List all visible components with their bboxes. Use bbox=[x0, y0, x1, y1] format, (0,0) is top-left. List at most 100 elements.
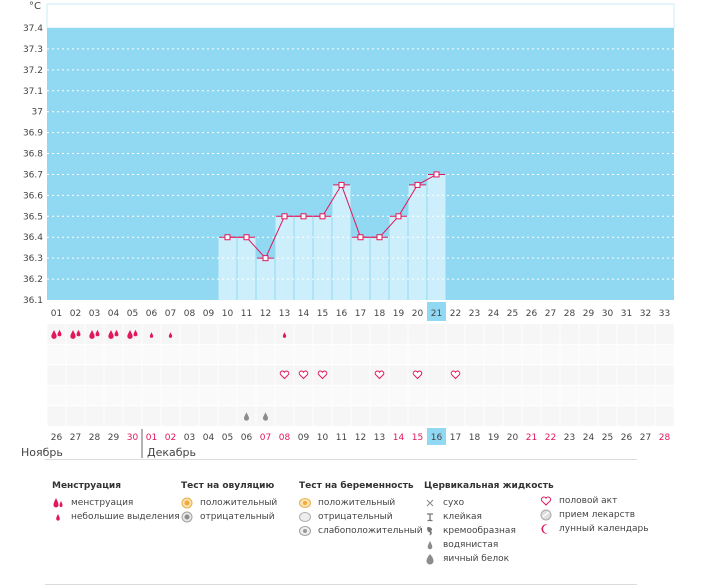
highlight-date-cell bbox=[427, 428, 446, 445]
temp-bar bbox=[351, 237, 370, 300]
date-label: 26 bbox=[621, 433, 633, 443]
y-tick-label: 36.3 bbox=[23, 254, 43, 264]
date-label: 21 bbox=[526, 433, 537, 443]
legend-item-ovulation-negative: отрицательный bbox=[181, 510, 277, 524]
date-label: 20 bbox=[507, 433, 519, 443]
date-label: 08 bbox=[279, 433, 291, 443]
date-label: 01 bbox=[146, 433, 157, 443]
cycle-day-label: 04 bbox=[108, 309, 120, 319]
creamy-icon bbox=[424, 525, 436, 537]
cycle-day-label: 26 bbox=[526, 309, 538, 319]
date-label: 25 bbox=[602, 433, 613, 443]
pregnancy-positive-icon bbox=[299, 497, 311, 509]
date-label: 06 bbox=[241, 433, 253, 443]
cycle-day-label: 28 bbox=[564, 309, 576, 319]
cycle-day-label: 12 bbox=[260, 309, 271, 319]
temperature-point bbox=[376, 234, 383, 241]
cross-icon bbox=[424, 497, 436, 509]
date-label: 28 bbox=[659, 433, 671, 443]
menstruation-icon bbox=[70, 329, 76, 339]
temp-bar bbox=[237, 237, 256, 300]
intercourse-heart-icon bbox=[450, 370, 461, 380]
blood-drops-icon bbox=[52, 497, 64, 509]
y-tick-label: 36.2 bbox=[23, 275, 43, 285]
cycle-day-label: 14 bbox=[298, 309, 310, 319]
cycle-day-label: 13 bbox=[279, 309, 290, 319]
date-label: 17 bbox=[450, 433, 461, 443]
cycle-day-label: 33 bbox=[659, 309, 670, 319]
y-tick-label: 36.6 bbox=[23, 191, 43, 201]
ovulation-positive-icon bbox=[181, 497, 193, 509]
legend-item-pregnancy-positive: положительный bbox=[299, 496, 423, 510]
legend-ovulation: Тест на овуляцию положительный отрицател… bbox=[181, 481, 277, 524]
cycle-day-label: 03 bbox=[89, 309, 100, 319]
cycle-day-label: 05 bbox=[127, 309, 138, 319]
cycle-day-label: 10 bbox=[222, 309, 234, 319]
legend-pregnancy: Тест на беременность положительный отриц… bbox=[299, 481, 423, 538]
y-tick-label: 37.1 bbox=[23, 87, 43, 97]
legend-item-label: водянистая bbox=[443, 540, 499, 550]
legend-item-eggwhite: яичный белок bbox=[424, 552, 554, 566]
cycle-day-label: 16 bbox=[336, 309, 348, 319]
date-label: 18 bbox=[469, 433, 481, 443]
legend-item-label: положительный bbox=[318, 498, 396, 508]
menstruation-icon bbox=[51, 329, 57, 339]
legend-item-label: небольшие выделения bbox=[71, 512, 180, 522]
y-tick-label: 36.9 bbox=[23, 129, 43, 139]
legend-item-label: менструация bbox=[71, 498, 134, 508]
date-label: 02 bbox=[165, 433, 176, 443]
month-november: Ноябрь bbox=[21, 446, 63, 459]
menstruation-icon bbox=[76, 329, 81, 337]
menstruation-icon bbox=[114, 329, 119, 337]
legend-item-label: кремообразная bbox=[443, 526, 516, 536]
legend-item-label: слабоположительный bbox=[318, 526, 423, 536]
water-drop-icon bbox=[424, 539, 436, 551]
temp-bar bbox=[256, 258, 275, 300]
menstruation-icon bbox=[95, 329, 100, 337]
date-label: 29 bbox=[108, 433, 120, 443]
y-tick-label: 36.8 bbox=[23, 150, 43, 160]
temperature-point bbox=[357, 234, 364, 241]
cycle-day-label: 15 bbox=[317, 309, 328, 319]
cycle-day-label: 27 bbox=[545, 309, 556, 319]
date-label: 14 bbox=[393, 433, 405, 443]
spotting-icon bbox=[282, 332, 287, 338]
legend-item-watery: водянистая bbox=[424, 538, 554, 552]
marker-row bbox=[47, 364, 674, 386]
intercourse-heart-icon bbox=[374, 370, 385, 380]
legend-item-ovulation-positive: положительный bbox=[181, 496, 277, 510]
temperature-point bbox=[281, 213, 288, 220]
menstruation-icon bbox=[89, 329, 95, 339]
intercourse-heart-icon bbox=[298, 370, 309, 380]
cycle-day-label: 07 bbox=[165, 309, 176, 319]
cycle-day-label: 32 bbox=[640, 309, 651, 319]
date-label: 09 bbox=[298, 433, 310, 443]
spotting-icon bbox=[149, 332, 154, 338]
highlight-day-cell bbox=[427, 302, 446, 321]
sticky-icon bbox=[424, 511, 436, 523]
date-label: 23 bbox=[564, 433, 575, 443]
eggwhite-icon bbox=[243, 412, 250, 421]
egg-white-icon bbox=[424, 553, 436, 565]
temp-bar bbox=[332, 184, 351, 300]
date-label: 30 bbox=[127, 433, 139, 443]
legend-item-moon: лунный календарь bbox=[540, 522, 649, 536]
menstruation-icon bbox=[57, 329, 62, 337]
legend-item-medication: прием лекарств bbox=[540, 508, 649, 522]
intercourse-heart-icon bbox=[317, 370, 328, 380]
date-label: 13 bbox=[374, 433, 385, 443]
temperature-point bbox=[224, 234, 231, 241]
legend-item-sticky: клейкая bbox=[424, 510, 554, 524]
temp-bar bbox=[408, 184, 427, 300]
date-label: 16 bbox=[431, 433, 443, 443]
intercourse-heart-icon bbox=[279, 370, 290, 380]
cycle-day-label: 02 bbox=[70, 309, 81, 319]
pregnancy-negative-icon bbox=[299, 511, 311, 523]
menstruation-icon bbox=[133, 329, 138, 337]
temperature-point bbox=[338, 181, 345, 188]
date-label: 15 bbox=[412, 433, 423, 443]
y-tick-label: 37.4 bbox=[23, 24, 43, 34]
temperature-point bbox=[433, 171, 440, 178]
temp-bar bbox=[427, 174, 446, 300]
date-label: 27 bbox=[640, 433, 651, 443]
